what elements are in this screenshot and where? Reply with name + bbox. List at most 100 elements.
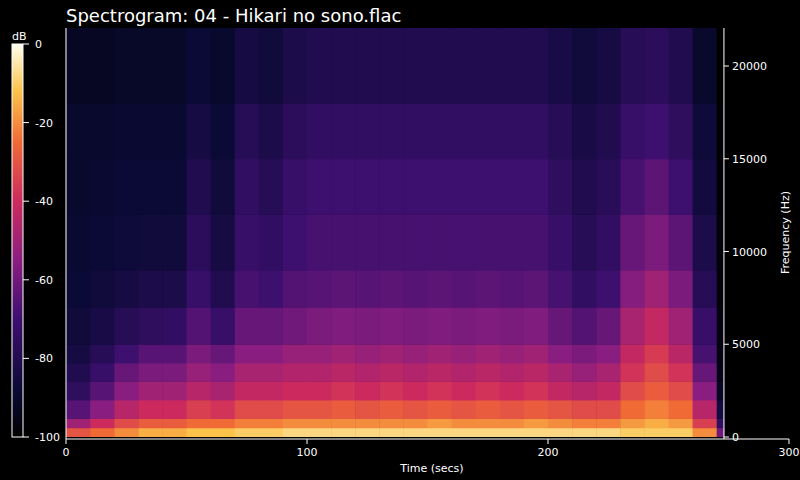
cell (693, 363, 718, 382)
cell (524, 428, 549, 437)
cell (114, 418, 139, 428)
cell (403, 363, 428, 382)
y-tick-label: 20000 (732, 60, 767, 73)
cell (476, 270, 501, 308)
cell (669, 307, 694, 345)
cell (403, 270, 428, 308)
cell (355, 428, 380, 437)
cell (620, 418, 645, 428)
cell (644, 270, 669, 308)
cell (162, 159, 187, 215)
cell (596, 214, 621, 270)
cell (162, 381, 187, 400)
cell (572, 381, 597, 400)
cell (693, 418, 718, 428)
x-label: Time (secs) (399, 462, 463, 475)
cell (524, 363, 549, 382)
cell (693, 400, 718, 419)
cell (596, 28, 621, 104)
cell (211, 363, 236, 382)
y-label: Frequency (Hz) (779, 191, 792, 274)
cell (452, 344, 477, 363)
cell (211, 307, 236, 345)
colorbar (12, 44, 23, 437)
cell (524, 214, 549, 270)
cell (500, 381, 525, 400)
cell (500, 344, 525, 363)
cell (524, 103, 549, 159)
cell (307, 103, 332, 159)
x-tick (66, 439, 67, 444)
cell (428, 418, 453, 428)
cell (138, 428, 163, 437)
y-tick-label: 10000 (732, 246, 767, 259)
cell (693, 28, 718, 104)
cell (548, 381, 573, 400)
cell (355, 28, 380, 104)
cell (476, 159, 501, 215)
cell (476, 363, 501, 382)
cell (717, 418, 725, 428)
cell (138, 363, 163, 382)
cell (355, 344, 380, 363)
cell (331, 381, 356, 400)
chart-root: Spectrogram: 04 - Hikari no sono.flac010… (0, 0, 800, 480)
cell (66, 400, 91, 419)
cell (331, 418, 356, 428)
cell (307, 428, 332, 437)
cell (428, 159, 453, 215)
cell (596, 159, 621, 215)
cell (644, 28, 669, 104)
cell (235, 381, 260, 400)
cell (162, 103, 187, 159)
cell (644, 418, 669, 428)
cell (307, 159, 332, 215)
cell (355, 159, 380, 215)
cell (452, 307, 477, 345)
cell (717, 363, 725, 382)
cell (620, 381, 645, 400)
y-tick-label: 5000 (732, 338, 760, 351)
cell (717, 270, 725, 308)
cell (235, 400, 260, 419)
cell (379, 400, 404, 419)
cell (138, 28, 163, 104)
cell (379, 270, 404, 308)
cell (428, 428, 453, 437)
title: Spectrogram: 04 - Hikari no sono.flac (66, 5, 401, 26)
cell (259, 344, 284, 363)
cell (596, 307, 621, 345)
cell (114, 307, 139, 345)
cell (379, 159, 404, 215)
cell (548, 307, 573, 345)
cell (524, 381, 549, 400)
cell (644, 381, 669, 400)
cell (548, 103, 573, 159)
cell (307, 363, 332, 382)
cell (90, 28, 115, 104)
cell (428, 103, 453, 159)
cell (500, 400, 525, 419)
cell (355, 400, 380, 419)
cell (283, 159, 308, 215)
cell (572, 28, 597, 104)
cell (669, 418, 694, 428)
cell (138, 344, 163, 363)
cell (331, 344, 356, 363)
cell (403, 418, 428, 428)
cell (717, 381, 725, 400)
cell (669, 270, 694, 308)
background (0, 0, 800, 480)
cell (379, 28, 404, 104)
cell (187, 428, 212, 437)
cell (162, 307, 187, 345)
cell (235, 307, 260, 345)
cell (428, 381, 453, 400)
cell (187, 307, 212, 345)
cell (572, 103, 597, 159)
cell (693, 381, 718, 400)
cell (138, 270, 163, 308)
cell (669, 103, 694, 159)
cell (620, 428, 645, 437)
cell (114, 214, 139, 270)
